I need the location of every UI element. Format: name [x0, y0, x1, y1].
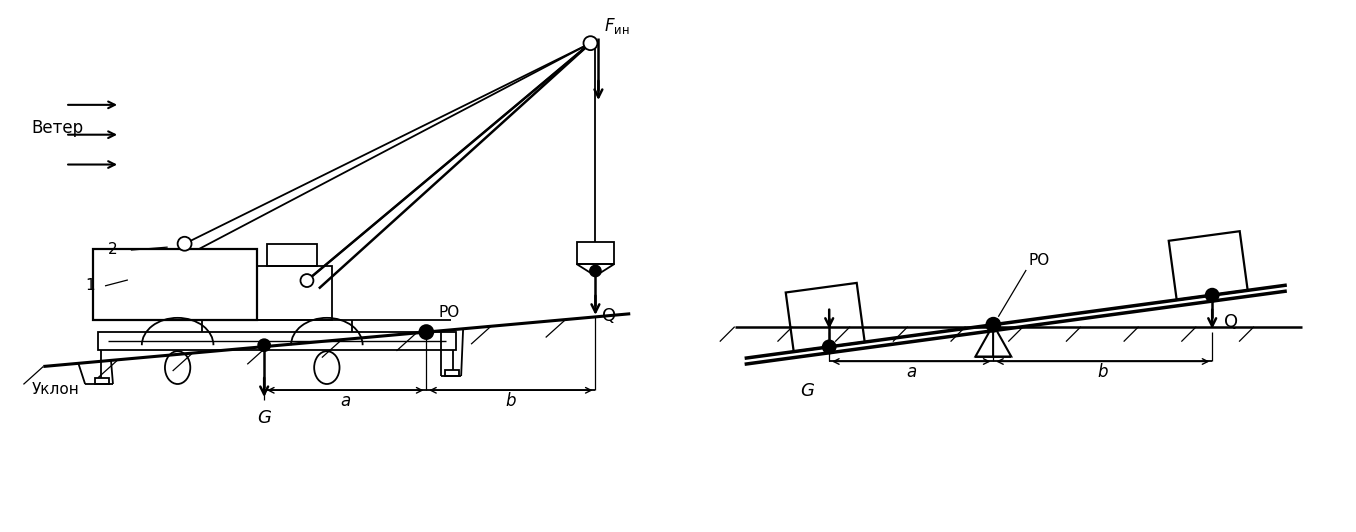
Circle shape: [1205, 289, 1219, 302]
Bar: [94, 249, 258, 320]
Bar: [785, 283, 865, 352]
Circle shape: [178, 237, 191, 251]
Text: a: a: [340, 392, 350, 410]
Text: 2: 2: [108, 242, 118, 257]
Bar: [258, 265, 332, 320]
Bar: [98, 332, 456, 350]
Text: G: G: [258, 409, 271, 427]
Bar: [576, 242, 614, 264]
Text: Уклон: Уклон: [31, 382, 79, 397]
Text: a: a: [906, 363, 917, 381]
Text: 1: 1: [85, 278, 95, 293]
Circle shape: [823, 340, 835, 353]
Circle shape: [301, 274, 313, 287]
Text: РО: РО: [1028, 253, 1050, 268]
Bar: [95, 378, 108, 384]
Circle shape: [590, 265, 601, 277]
Text: b: b: [1097, 363, 1108, 381]
Text: Q: Q: [602, 307, 617, 325]
Text: Ветер: Ветер: [31, 119, 84, 137]
Text: b: b: [506, 392, 517, 410]
Circle shape: [583, 36, 598, 50]
Bar: [445, 370, 460, 376]
Bar: [267, 244, 317, 265]
Bar: [1169, 231, 1248, 300]
Text: Q: Q: [1224, 313, 1238, 331]
Text: РО: РО: [438, 305, 460, 320]
Circle shape: [258, 339, 270, 351]
Circle shape: [986, 318, 1001, 331]
Text: $F_{\rm ин}$: $F_{\rm ин}$: [605, 16, 631, 36]
Text: G: G: [800, 383, 815, 400]
Circle shape: [419, 325, 434, 339]
